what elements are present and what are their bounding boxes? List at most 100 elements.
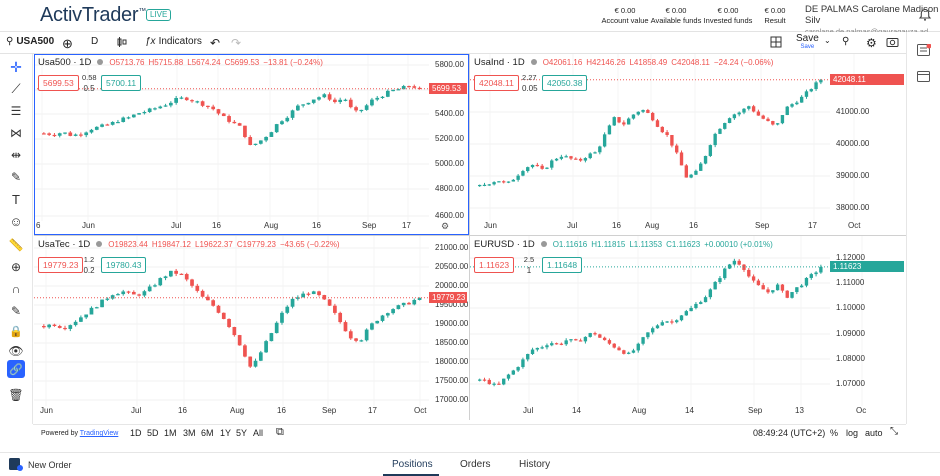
- settings-icon[interactable]: ⚙: [441, 221, 450, 231]
- tradingview-link[interactable]: TradingView: [79, 430, 119, 437]
- sell-price-button[interactable]: 42048.11: [474, 75, 519, 91]
- chart-panel-usatec[interactable]: 21000.00 20500.00 20000.00 19500.00 19000.00…: [34, 236, 469, 420]
- tab-history[interactable]: History: [519, 459, 551, 470]
- bell-icon[interactable]: [918, 8, 932, 22]
- candle-body: [359, 109, 364, 112]
- horizontal-lines-icon[interactable]: ☰: [10, 104, 22, 118]
- candle-body: [147, 286, 152, 292]
- candle-body: [708, 145, 713, 156]
- range-5y[interactable]: 5Y: [236, 428, 248, 438]
- candle-body: [221, 113, 226, 117]
- gear-icon[interactable]: ⚙: [866, 36, 877, 50]
- chart-panel-eurusd[interactable]: 1.12000 1.11000 1.10000 1.09000 1.08000 1.070…: [470, 236, 906, 420]
- candle-body: [380, 96, 385, 98]
- x-tick-label: 17: [808, 221, 817, 230]
- chart-panel-usa500[interactable]: 5800.005600.005400.005200.005000.004800.…: [34, 54, 469, 235]
- ruler-icon[interactable]: 📏: [8, 238, 24, 252]
- sell-price-button[interactable]: 5699.53: [38, 75, 79, 91]
- expand-icon[interactable]: ⤡: [890, 426, 898, 437]
- buy-price-button[interactable]: 1.11648: [542, 257, 583, 273]
- add-symbol-icon[interactable]: ⊕: [62, 36, 73, 51]
- new-order-button[interactable]: New Order: [28, 460, 72, 470]
- brush-icon[interactable]: ✎: [10, 170, 22, 184]
- sell-price-button[interactable]: 1.11623: [474, 257, 515, 273]
- lot-value[interactable]: 1: [526, 266, 532, 275]
- symbol-name[interactable]: UsaTec · 1D: [38, 239, 91, 250]
- pattern-icon[interactable]: ⋈: [10, 126, 22, 140]
- candle-body: [89, 307, 94, 315]
- chart-panel-usaind[interactable]: 41000.00 40000.00 39000.00 38000.00 42048.11…: [470, 54, 906, 235]
- candle-body: [747, 269, 751, 277]
- result-stat: € 0.00 Result: [764, 6, 786, 25]
- zoom-icon[interactable]: ⚲: [842, 36, 850, 47]
- range-1d[interactable]: 1D: [130, 428, 142, 438]
- candle-body: [137, 294, 141, 296]
- top-header: ActivTrader™ LIVE € 0.00 Account value € …: [0, 0, 940, 36]
- lot-value[interactable]: 0.05: [522, 84, 538, 93]
- candle-body: [264, 136, 268, 141]
- range-5d[interactable]: 5D: [147, 428, 159, 438]
- candle-body: [751, 106, 756, 112]
- magnet-icon[interactable]: ∩: [11, 282, 21, 296]
- new-order-icon[interactable]: [9, 457, 23, 471]
- symbol-name[interactable]: EURUSD · 1D: [474, 239, 535, 250]
- redo-icon[interactable]: ↷: [231, 36, 242, 50]
- candle-body: [689, 307, 693, 312]
- indicators-button[interactable]: ƒx Indicators: [145, 36, 202, 47]
- undo-icon[interactable]: ↶: [210, 36, 221, 50]
- zoom-in-icon[interactable]: ⊕: [10, 260, 22, 274]
- measure-icon[interactable]: ⇹: [10, 148, 22, 162]
- candles-icon[interactable]: [116, 36, 128, 48]
- buy-price-button[interactable]: 42050.38: [542, 75, 588, 91]
- camera-icon[interactable]: [886, 36, 899, 47]
- sell-price-button[interactable]: 19779.23: [38, 257, 84, 273]
- tab-orders[interactable]: Orders: [460, 459, 491, 470]
- text-icon[interactable]: T: [12, 191, 20, 207]
- interval-selector[interactable]: D: [91, 36, 99, 47]
- layout-icon[interactable]: [770, 36, 782, 48]
- chart-title: UsaTec · 1D O19823.44 H19847.12 L19622.37 C1…: [38, 239, 344, 250]
- lot-value[interactable]: 0.2: [83, 266, 95, 275]
- activtrader-logo[interactable]: ActivTrader™: [40, 4, 146, 26]
- ohlc-o: O42061.16: [542, 58, 583, 67]
- range-1y[interactable]: 1Y: [220, 428, 232, 438]
- tab-positions[interactable]: Positions: [392, 459, 433, 470]
- candle-body: [482, 379, 487, 381]
- emoji-icon[interactable]: ☺: [9, 213, 23, 229]
- calendar-icon[interactable]: [917, 70, 931, 83]
- candle-body: [718, 128, 722, 134]
- percent-toggle[interactable]: %: [830, 428, 839, 438]
- watchlist-icon[interactable]: [917, 43, 932, 57]
- lock-drawings-icon[interactable]: ✎: [10, 304, 22, 318]
- date-range-icon[interactable]: ⧉: [276, 426, 284, 438]
- range-all[interactable]: All: [253, 428, 264, 438]
- candle-body: [391, 89, 395, 92]
- log-toggle[interactable]: log: [846, 428, 859, 438]
- candle-body: [751, 276, 756, 281]
- symbol-name[interactable]: Usa500 · 1D: [38, 57, 92, 68]
- range-6m[interactable]: 6M: [201, 428, 214, 438]
- drawing-toolbar: ✛ ⟋ ☰ ⋈ ⇹ ✎ T ☺ 📏 ⊕ ∩ ✎ 🔒 👁 🔗 🗑: [0, 54, 33, 424]
- eye-icon[interactable]: 👁: [8, 344, 24, 358]
- symbol-name[interactable]: UsaInd · 1D: [474, 57, 525, 68]
- trash-icon[interactable]: 🗑: [8, 388, 24, 402]
- user-menu[interactable]: DE PALMAS Carolane Madison Silvcarolane.…: [805, 4, 940, 37]
- crosshair-icon[interactable]: ✛: [10, 58, 22, 75]
- lot-value[interactable]: 0.5: [83, 84, 95, 93]
- buy-price-button[interactable]: 5700.11: [101, 75, 142, 91]
- candle-body: [569, 156, 573, 159]
- chevron-down-icon[interactable]: ⌄: [824, 36, 831, 45]
- candle-body: [675, 320, 679, 323]
- candle-body: [583, 336, 588, 342]
- candle-body: [258, 140, 263, 144]
- range-3m[interactable]: 3M: [183, 428, 196, 438]
- clock-time[interactable]: 08:49:24 (UTC+2): [753, 428, 826, 438]
- link-icon[interactable]: 🔗: [7, 360, 25, 378]
- symbol-search[interactable]: ⚲ USA500: [6, 36, 55, 47]
- auto-toggle[interactable]: auto: [865, 428, 883, 438]
- trend-line-icon[interactable]: ⟋: [11, 81, 21, 96]
- range-1m[interactable]: 1M: [164, 428, 177, 438]
- save-button[interactable]: Save Save: [796, 33, 819, 51]
- buy-price-button[interactable]: 19780.43: [101, 257, 147, 273]
- lock-icon[interactable]: 🔒: [9, 325, 23, 338]
